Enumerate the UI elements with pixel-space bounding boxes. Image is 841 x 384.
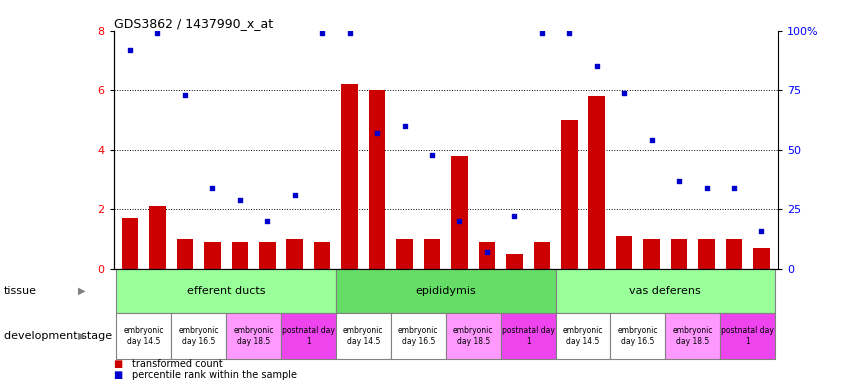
Text: development stage: development stage (4, 331, 113, 341)
Text: GDS3862 / 1437990_x_at: GDS3862 / 1437990_x_at (114, 17, 272, 30)
Text: postnatal day
1: postnatal day 1 (501, 326, 554, 346)
Point (508, 214, 521, 220)
Point (617, 89, 631, 96)
Text: ▶: ▶ (78, 286, 86, 296)
Bar (726, 239, 743, 269)
Text: embryonic
day 14.5: embryonic day 14.5 (124, 326, 164, 346)
Bar (720, 313, 775, 359)
Bar (665, 313, 720, 359)
Bar (556, 313, 611, 359)
Bar (643, 239, 660, 269)
Text: embryonic
day 14.5: embryonic day 14.5 (343, 326, 383, 346)
Point (563, 30, 576, 36)
Bar (369, 90, 385, 269)
Bar (341, 84, 358, 269)
Text: embryonic
day 16.5: embryonic day 16.5 (398, 326, 438, 346)
Bar (561, 120, 578, 269)
Text: transformed count: transformed count (132, 359, 223, 369)
Bar (611, 313, 665, 359)
Bar (500, 313, 556, 359)
Bar (177, 239, 193, 269)
Text: ■: ■ (114, 359, 123, 369)
Bar (452, 156, 468, 269)
Point (754, 228, 768, 234)
Bar (116, 269, 336, 313)
Bar (698, 239, 715, 269)
Bar (556, 269, 775, 313)
Bar (446, 313, 500, 359)
Point (370, 130, 383, 136)
Point (426, 151, 439, 157)
Point (398, 123, 411, 129)
Point (288, 192, 301, 198)
Point (233, 197, 246, 203)
Point (727, 185, 741, 191)
Text: vas deferens: vas deferens (629, 286, 701, 296)
Bar (204, 242, 220, 269)
Text: ▶: ▶ (78, 331, 86, 341)
Bar (116, 313, 172, 359)
Point (178, 92, 192, 98)
Text: epididymis: epididymis (415, 286, 476, 296)
Bar (336, 313, 391, 359)
Bar (172, 313, 226, 359)
Point (535, 30, 548, 36)
Bar (424, 239, 440, 269)
Bar (479, 242, 495, 269)
Bar (226, 313, 281, 359)
Text: ■: ■ (114, 370, 123, 380)
Bar (671, 239, 687, 269)
Point (343, 30, 357, 36)
Bar (589, 96, 605, 269)
Text: embryonic
day 16.5: embryonic day 16.5 (178, 326, 219, 346)
Point (700, 185, 713, 191)
Bar (336, 269, 556, 313)
Bar (754, 248, 770, 269)
Point (590, 63, 604, 70)
Bar (396, 239, 413, 269)
Bar (616, 236, 632, 269)
Text: postnatal day
1: postnatal day 1 (722, 326, 775, 346)
Text: embryonic
day 18.5: embryonic day 18.5 (673, 326, 713, 346)
Bar (231, 242, 248, 269)
Bar (149, 206, 166, 269)
Point (645, 137, 659, 143)
Bar (506, 254, 522, 269)
Point (206, 185, 220, 191)
Point (261, 218, 274, 224)
Text: embryonic
day 14.5: embryonic day 14.5 (563, 326, 603, 346)
Text: percentile rank within the sample: percentile rank within the sample (132, 370, 297, 380)
Text: efferent ducts: efferent ducts (187, 286, 266, 296)
Text: embryonic
day 18.5: embryonic day 18.5 (453, 326, 494, 346)
Point (124, 47, 137, 53)
Bar (391, 313, 446, 359)
Bar (259, 242, 276, 269)
Bar (314, 242, 331, 269)
Bar (287, 239, 303, 269)
Point (480, 249, 494, 255)
Point (315, 30, 329, 36)
Point (672, 178, 685, 184)
Point (452, 218, 466, 224)
Text: embryonic
day 16.5: embryonic day 16.5 (617, 326, 659, 346)
Text: embryonic
day 18.5: embryonic day 18.5 (233, 326, 274, 346)
Text: postnatal day
1: postnatal day 1 (282, 326, 335, 346)
Point (151, 30, 164, 36)
Text: tissue: tissue (4, 286, 37, 296)
Bar (122, 218, 138, 269)
Bar (281, 313, 336, 359)
Bar (533, 242, 550, 269)
